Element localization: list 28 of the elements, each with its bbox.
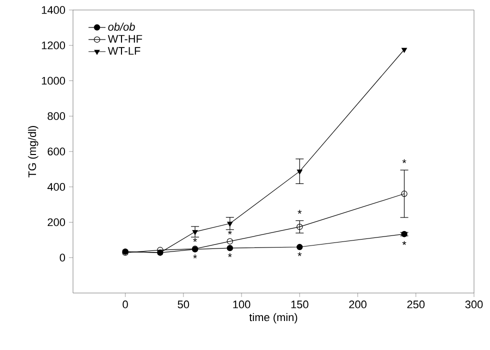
y-tick-label: 800 — [48, 112, 66, 120]
legend-label: WT-HF — [108, 35, 142, 43]
y-tick-label: 600 — [48, 148, 66, 156]
annotation: * — [228, 253, 232, 258]
annotation: * — [402, 159, 406, 164]
annotation: * — [298, 252, 302, 256]
legend-label: WT-LF — [108, 47, 140, 55]
x-tick-label: 50 — [178, 300, 190, 308]
x-tick-label: 100 — [233, 300, 250, 308]
x-tick-label: 250 — [407, 300, 425, 308]
annotation: * — [298, 210, 302, 214]
y-tick-label: 200 — [48, 218, 66, 226]
annotation: * — [228, 230, 232, 234]
y-tick-label: 1400 — [42, 6, 66, 14]
y-tick-label: 1200 — [42, 42, 66, 50]
x-tick-label: 0 — [122, 300, 128, 308]
y-tick-label: 1000 — [42, 76, 66, 85]
annotation: * — [402, 241, 406, 245]
legend-label: ob/ob — [108, 22, 135, 31]
y-axis-title: TG (mg/dl) — [28, 126, 38, 178]
x-axis-title: time (min) — [249, 313, 298, 324]
annotation: * — [193, 254, 198, 258]
x-tick-label: 150 — [291, 300, 308, 308]
y-tick-label: 0 — [60, 254, 66, 262]
x-tick-label: 300 — [465, 300, 483, 308]
y-tick-label: 400 — [47, 183, 66, 191]
annotation: * — [193, 238, 198, 242]
x-tick-label: 200 — [349, 300, 366, 308]
